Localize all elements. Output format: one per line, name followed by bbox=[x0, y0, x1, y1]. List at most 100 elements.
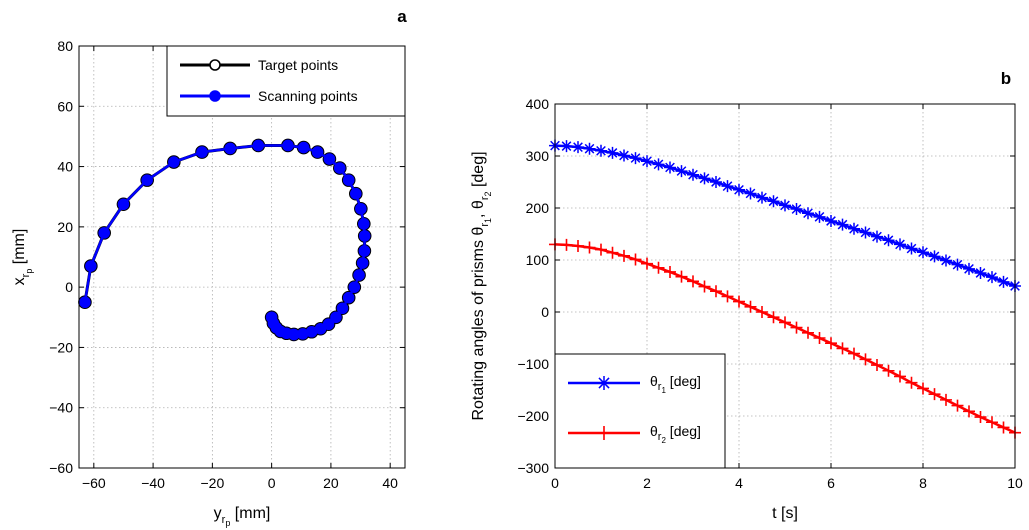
scanning-point bbox=[142, 175, 152, 185]
chart-a-ytick-label: −40 bbox=[49, 400, 73, 416]
chart-b-legend-box bbox=[555, 354, 725, 468]
scanning-point bbox=[169, 157, 179, 167]
chart-a-ytick-label: 60 bbox=[57, 98, 73, 114]
theta-r2-point bbox=[814, 332, 826, 344]
theta-r1-point bbox=[791, 203, 803, 215]
chart-b-ytick-label: −200 bbox=[517, 408, 549, 424]
scanning-point bbox=[80, 297, 90, 307]
scanning-point bbox=[299, 143, 309, 153]
chart-b-ytick-label: −300 bbox=[517, 460, 549, 476]
scanning-point bbox=[331, 312, 341, 322]
theta-r2-point bbox=[825, 337, 837, 349]
chart-a-xtick-label: −40 bbox=[141, 475, 165, 491]
theta-r1-point bbox=[940, 255, 952, 267]
panel-b-label: b bbox=[1001, 69, 1011, 88]
theta-r2-point bbox=[975, 411, 987, 423]
theta-r2-point bbox=[906, 377, 918, 389]
chart-b-legend: θr1 [deg] θr2 [deg] bbox=[555, 354, 725, 468]
chart-b-xtick-label: 2 bbox=[643, 475, 651, 491]
theta-r1-point bbox=[883, 234, 895, 246]
chart-b-ytick-label: 100 bbox=[526, 252, 550, 268]
theta-r1-point bbox=[802, 207, 814, 219]
scanning-point bbox=[86, 261, 96, 271]
chart-a-plot bbox=[79, 139, 371, 340]
theta-r1-point bbox=[825, 215, 837, 227]
theta-r2-point bbox=[848, 348, 860, 360]
chart-a-ytick-label: 80 bbox=[57, 38, 73, 54]
theta-r1-point bbox=[756, 192, 768, 204]
chart-b-xtick-label: 10 bbox=[1007, 475, 1023, 491]
theta-r2-point bbox=[745, 301, 757, 313]
theta-r1-point bbox=[584, 143, 596, 155]
theta-r1-point bbox=[653, 158, 665, 170]
scanning-point bbox=[351, 189, 361, 199]
theta-r2-point bbox=[952, 400, 964, 412]
chart-a: −60 −40 −20 0 20 40 −60 −40 −20 0 20 40 60 80 yrp [mm… bbox=[11, 38, 405, 528]
theta-r2-point bbox=[699, 281, 711, 293]
theta-r1-point bbox=[664, 161, 676, 173]
chart-a-ytick-label: −20 bbox=[49, 339, 73, 355]
theta-r1-point bbox=[906, 243, 918, 255]
theta-r2-point bbox=[963, 405, 975, 417]
legend-scanning-marker bbox=[210, 91, 220, 101]
theta-r1-point bbox=[986, 271, 998, 283]
theta-r2-point bbox=[871, 359, 883, 371]
theta-r2-point bbox=[883, 365, 895, 377]
chart-b-ytick-label: −100 bbox=[517, 356, 549, 372]
theta-r1-point bbox=[871, 231, 883, 243]
theta-r1-point bbox=[952, 259, 964, 271]
theta-r1-point bbox=[572, 141, 584, 153]
theta-r1-point bbox=[676, 165, 688, 177]
chart-a-xtick-label: −60 bbox=[82, 475, 106, 491]
theta-r1-point bbox=[837, 219, 849, 231]
theta-r1-point bbox=[768, 195, 780, 207]
theta-r1-point bbox=[963, 263, 975, 275]
scanning-point bbox=[324, 154, 334, 164]
chart-a-ylabel: xrp [mm] bbox=[11, 229, 34, 286]
theta-r1-point bbox=[860, 226, 872, 238]
theta-r1-point bbox=[641, 155, 653, 167]
theta-r1-point bbox=[722, 180, 734, 192]
theta-r2-point bbox=[837, 342, 849, 354]
chart-b: 0 2 4 6 8 10−300−200−1000100200300400 t [s] R… bbox=[470, 96, 1023, 522]
theta-r2-point bbox=[676, 271, 688, 283]
theta-r2-point bbox=[664, 266, 676, 278]
theta-r2-point bbox=[860, 353, 872, 365]
chart-b-ylabel: Rotating angles of prisms θr1, θr2 [deg] bbox=[470, 151, 493, 420]
theta-r1-point bbox=[929, 250, 941, 262]
scanning-point bbox=[360, 231, 370, 241]
chart-a-ytick-label: 20 bbox=[57, 219, 73, 235]
legend-scanning-points: Scanning points bbox=[258, 88, 358, 104]
chart-a-xtick-label: −20 bbox=[200, 475, 224, 491]
scanning-point bbox=[356, 204, 366, 214]
theta-r2-point bbox=[779, 316, 791, 328]
chart-a-ytick-label: 0 bbox=[65, 279, 73, 295]
theta-r1-point bbox=[607, 147, 619, 159]
theta-r2-point bbox=[791, 322, 803, 334]
chart-a-xtick-label: 40 bbox=[382, 475, 398, 491]
scanning-point bbox=[197, 147, 207, 157]
theta-r1-point bbox=[699, 172, 711, 184]
scanning-point bbox=[335, 163, 345, 173]
theta-r1-point bbox=[618, 149, 630, 161]
chart-b-xtick-label: 0 bbox=[551, 475, 559, 491]
scanning-point bbox=[359, 219, 369, 229]
theta-r2-point bbox=[687, 275, 699, 287]
theta-r2-point bbox=[756, 306, 768, 318]
scanning-point bbox=[99, 228, 109, 238]
theta-r1-point bbox=[998, 276, 1010, 288]
theta-r2-point bbox=[572, 240, 584, 252]
theta-r2-point bbox=[894, 370, 906, 382]
theta-r2-point bbox=[653, 262, 665, 274]
chart-b-ytick-label: 200 bbox=[526, 200, 550, 216]
theta-r2-point bbox=[986, 416, 998, 428]
legend-target-marker bbox=[210, 60, 220, 70]
chart-b-ytick-label: 400 bbox=[526, 96, 550, 112]
theta-r1-point bbox=[595, 145, 607, 157]
chart-a-xtick-label: 20 bbox=[323, 475, 339, 491]
chart-b-xlabel: t [s] bbox=[772, 505, 798, 522]
theta-r1-point bbox=[630, 152, 642, 164]
chart-a-legend: Target points Scanning points bbox=[167, 46, 405, 116]
theta-r1-point bbox=[814, 211, 826, 223]
